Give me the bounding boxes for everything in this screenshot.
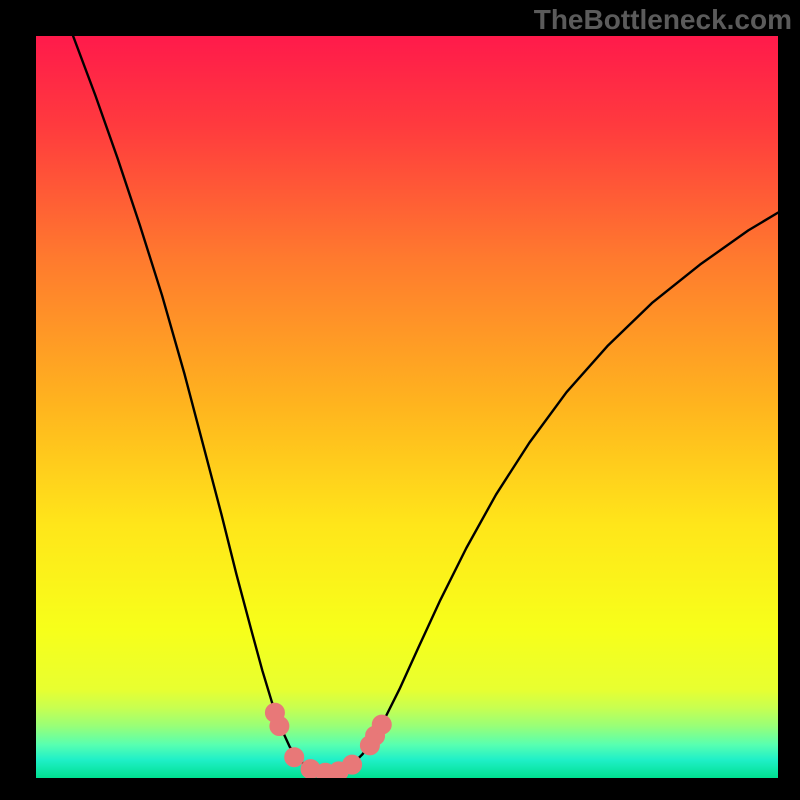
curve-marker: [343, 755, 362, 774]
curve-marker: [285, 748, 304, 767]
gradient-background: [36, 36, 778, 778]
curve-marker: [270, 717, 289, 736]
chart-wrapper: TheBottleneck.com: [0, 0, 800, 800]
bottleneck-curve-chart: [36, 36, 778, 778]
curve-marker: [372, 715, 391, 734]
watermark-text: TheBottleneck.com: [534, 4, 792, 36]
plot-area: [36, 36, 778, 778]
